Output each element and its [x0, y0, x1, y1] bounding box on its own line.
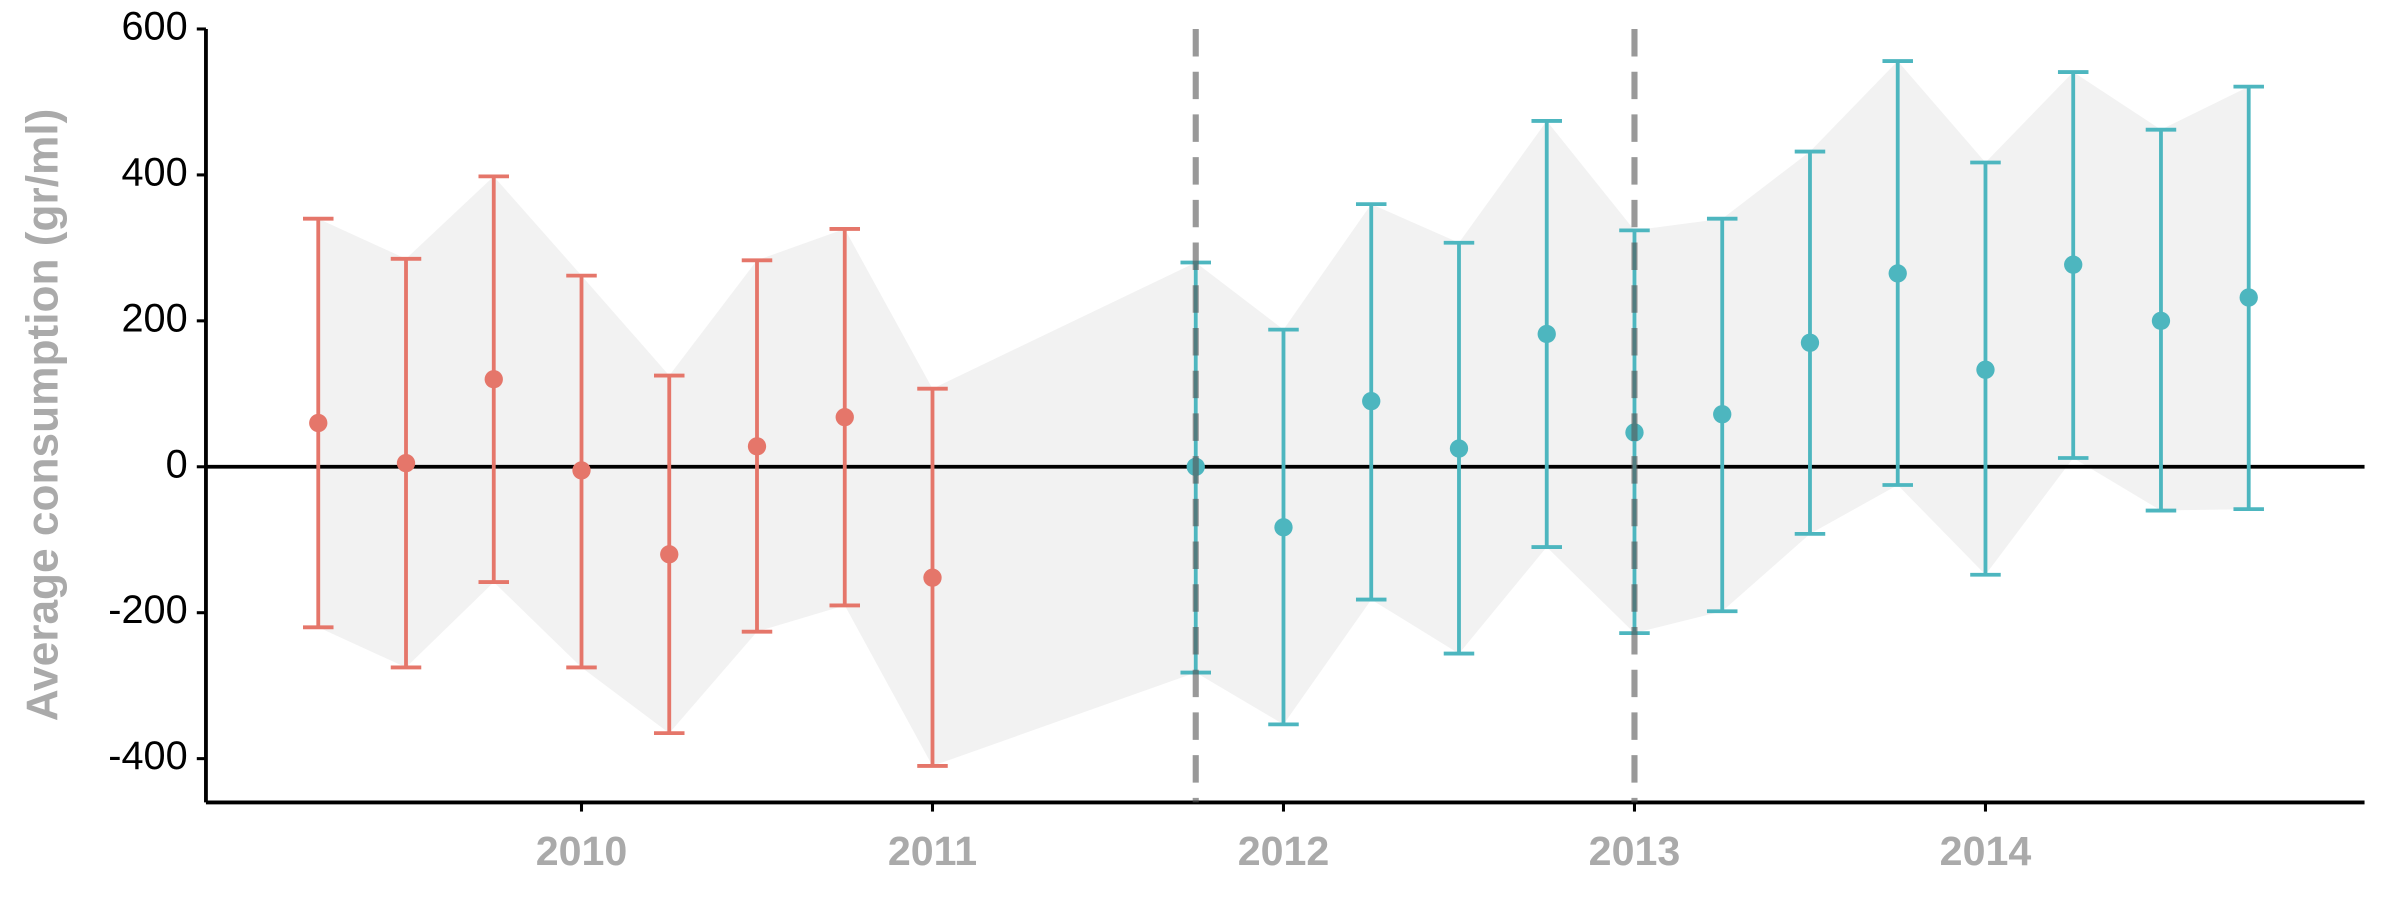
point [1362, 391, 1381, 411]
point [747, 437, 767, 456]
y-tick-label: 200 [121, 296, 187, 340]
point [835, 408, 854, 427]
ribbon [844, 228, 933, 766]
ribbon [1809, 61, 1898, 534]
x-tick-label: 2010 [536, 828, 628, 874]
point [1537, 324, 1556, 344]
x-tick-label: 2013 [1589, 828, 1681, 874]
point [309, 413, 328, 433]
ribbon [581, 275, 670, 734]
point [660, 545, 679, 564]
ribbon [1897, 61, 1986, 575]
ribbon [1371, 204, 1459, 654]
ribbon [1458, 120, 1547, 654]
y-tick-label: 600 [121, 4, 187, 48]
ribbon [406, 176, 494, 668]
ribbon [493, 176, 582, 668]
point [2239, 288, 2258, 307]
point [1713, 405, 1732, 424]
ribbon [2073, 72, 2161, 511]
y-axis-label: Average consumption (gr/ml) [18, 109, 67, 722]
point [1888, 264, 1907, 283]
point [484, 370, 503, 389]
point [1274, 518, 1293, 537]
point [396, 453, 416, 473]
ribbon [1722, 151, 1810, 612]
ribbon [1985, 72, 2074, 575]
x-tick-label: 2011 [888, 828, 977, 874]
ribbon [318, 218, 407, 668]
y-tick-label: -200 [108, 588, 187, 632]
ribbon [2160, 86, 2249, 511]
point [572, 461, 591, 480]
point [1800, 333, 1820, 352]
ribbon [1634, 218, 1723, 634]
x-tick-label: 2012 [1238, 828, 1330, 874]
x-tick-label: 2014 [1940, 828, 2032, 874]
ribbon [1195, 262, 1284, 725]
point [2151, 311, 2171, 330]
ribbon [757, 228, 845, 632]
ribbon [1546, 120, 1635, 634]
point [2064, 255, 2083, 274]
y-tick-label: -400 [108, 734, 187, 778]
y-tick-label: 0 [166, 442, 188, 486]
ribbon [932, 262, 1196, 766]
point [1449, 439, 1469, 458]
ribbon [669, 260, 758, 734]
ribbon [1283, 204, 1372, 725]
point [1976, 360, 1995, 379]
point [923, 568, 942, 587]
y-tick-label: 400 [121, 150, 187, 194]
